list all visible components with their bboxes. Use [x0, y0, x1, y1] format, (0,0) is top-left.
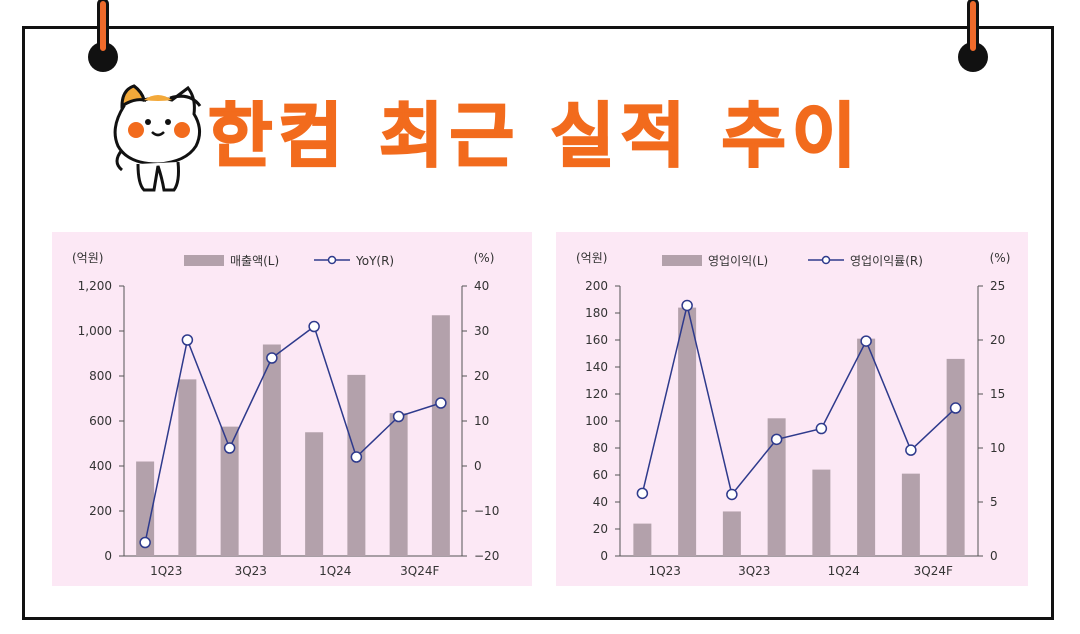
- right-tick-label: 5: [990, 495, 998, 509]
- x-tick-label: 3Q23: [738, 564, 770, 578]
- bar: [633, 523, 652, 556]
- left-tick-label: 160: [585, 333, 608, 347]
- bar: [767, 418, 786, 556]
- line-series: [641, 305, 957, 497]
- binder-ring-right: [958, 0, 988, 72]
- right-tick-label: 10: [990, 441, 1005, 455]
- bar: [136, 461, 155, 556]
- line-point: [308, 320, 320, 333]
- x-tick-label: 1Q23: [150, 564, 182, 578]
- line-point: [860, 335, 872, 347]
- x-tick-label: 3Q24F: [400, 564, 439, 578]
- binder-ring-left: [88, 0, 118, 72]
- legend-bar-swatch: [184, 255, 224, 266]
- legend-line-label: YoY(R): [355, 254, 394, 268]
- clip-right-icon: [967, 0, 979, 54]
- left-tick-label: 20: [593, 522, 608, 536]
- bar: [347, 374, 366, 556]
- left-tick-label: 60: [593, 468, 608, 482]
- right-tick-label: −10: [474, 504, 499, 518]
- line-series: [144, 325, 442, 543]
- left-tick-label: 0: [104, 549, 112, 563]
- right-tick-label: 25: [990, 279, 1005, 293]
- line-point: [223, 442, 236, 454]
- legend-bar-label: 매출액(L): [230, 254, 279, 268]
- legend-bar-label: 영업이익(L): [708, 254, 768, 268]
- left-tick-label: 40: [593, 495, 608, 509]
- line-point: [726, 488, 738, 501]
- right-tick-label: 0: [474, 459, 482, 473]
- line-point: [636, 487, 649, 500]
- left-unit-label: (억원): [576, 251, 607, 265]
- right-tick-label: −20: [474, 549, 499, 563]
- bar: [946, 358, 965, 556]
- bar: [305, 432, 324, 556]
- legend-line-marker: [327, 255, 337, 265]
- bar: [812, 469, 831, 556]
- x-tick-label: 1Q23: [649, 564, 681, 578]
- left-tick-label: 200: [585, 279, 608, 293]
- left-tick-label: 1,200: [78, 279, 112, 293]
- bar: [857, 338, 876, 556]
- line-point: [815, 422, 828, 435]
- bar: [431, 315, 450, 556]
- page-title: 한컴 최근 실적 추이: [207, 94, 863, 178]
- right-tick-label: 40: [474, 279, 489, 293]
- left-tick-label: 200: [89, 504, 112, 518]
- clip-left-icon: [97, 0, 109, 54]
- legend-bar-swatch: [662, 255, 702, 266]
- right-tick-label: 10: [474, 414, 489, 428]
- legend-line-label: 영업이익률(R): [850, 254, 923, 268]
- x-tick-label: 3Q23: [235, 564, 267, 578]
- x-tick-label: 1Q24: [828, 564, 860, 578]
- left-tick-label: 140: [585, 360, 608, 374]
- left-tick-label: 800: [89, 369, 112, 383]
- left-tick-label: 180: [585, 306, 608, 320]
- left-tick-label: 600: [89, 414, 112, 428]
- right-tick-label: 20: [990, 333, 1005, 347]
- left-unit-label: (억원): [72, 251, 103, 265]
- cat-mascot-icon: [113, 84, 202, 192]
- x-tick-label: 3Q24F: [914, 564, 953, 578]
- left-tick-label: 400: [89, 459, 112, 473]
- operating-profit-chart: 0 20 40 60 80 100 120 140 160 180 200 0 5 10 15 20 25 (억원…: [556, 232, 1028, 586]
- line-point: [392, 410, 405, 423]
- revenue-chart: 0 200 400 600 800 1,000 1,200 −20 −10 0 10 20 30 40 (억…: [52, 232, 532, 586]
- x-tick-label: 1Q24: [319, 564, 351, 578]
- right-tick-label: 15: [990, 387, 1005, 401]
- left-tick-label: 100: [585, 414, 608, 428]
- left-tick-label: 1,000: [78, 324, 112, 338]
- right-unit-label: (%): [474, 251, 495, 265]
- bar: [262, 344, 281, 556]
- bar: [678, 307, 697, 556]
- bar: [389, 413, 408, 556]
- right-tick-label: 20: [474, 369, 489, 383]
- left-tick-label: 80: [593, 441, 608, 455]
- line-point: [139, 536, 151, 549]
- line-point: [770, 433, 783, 446]
- left-tick-label: 120: [585, 387, 608, 401]
- line-point: [905, 444, 917, 456]
- bar: [178, 379, 197, 556]
- right-tick-label: 0: [990, 549, 998, 563]
- chart-panel: [52, 232, 532, 586]
- bar: [220, 426, 239, 556]
- right-unit-label: (%): [990, 251, 1011, 265]
- bar: [722, 511, 741, 556]
- line-point: [350, 451, 363, 463]
- left-tick-label: 0: [600, 549, 608, 563]
- line-point: [266, 352, 278, 364]
- right-tick-label: 30: [474, 324, 489, 338]
- line-point: [949, 402, 962, 414]
- line-point: [681, 299, 693, 312]
- bar: [901, 473, 920, 556]
- legend-line-marker: [821, 255, 831, 265]
- line-point: [181, 334, 194, 346]
- line-point: [435, 397, 447, 409]
